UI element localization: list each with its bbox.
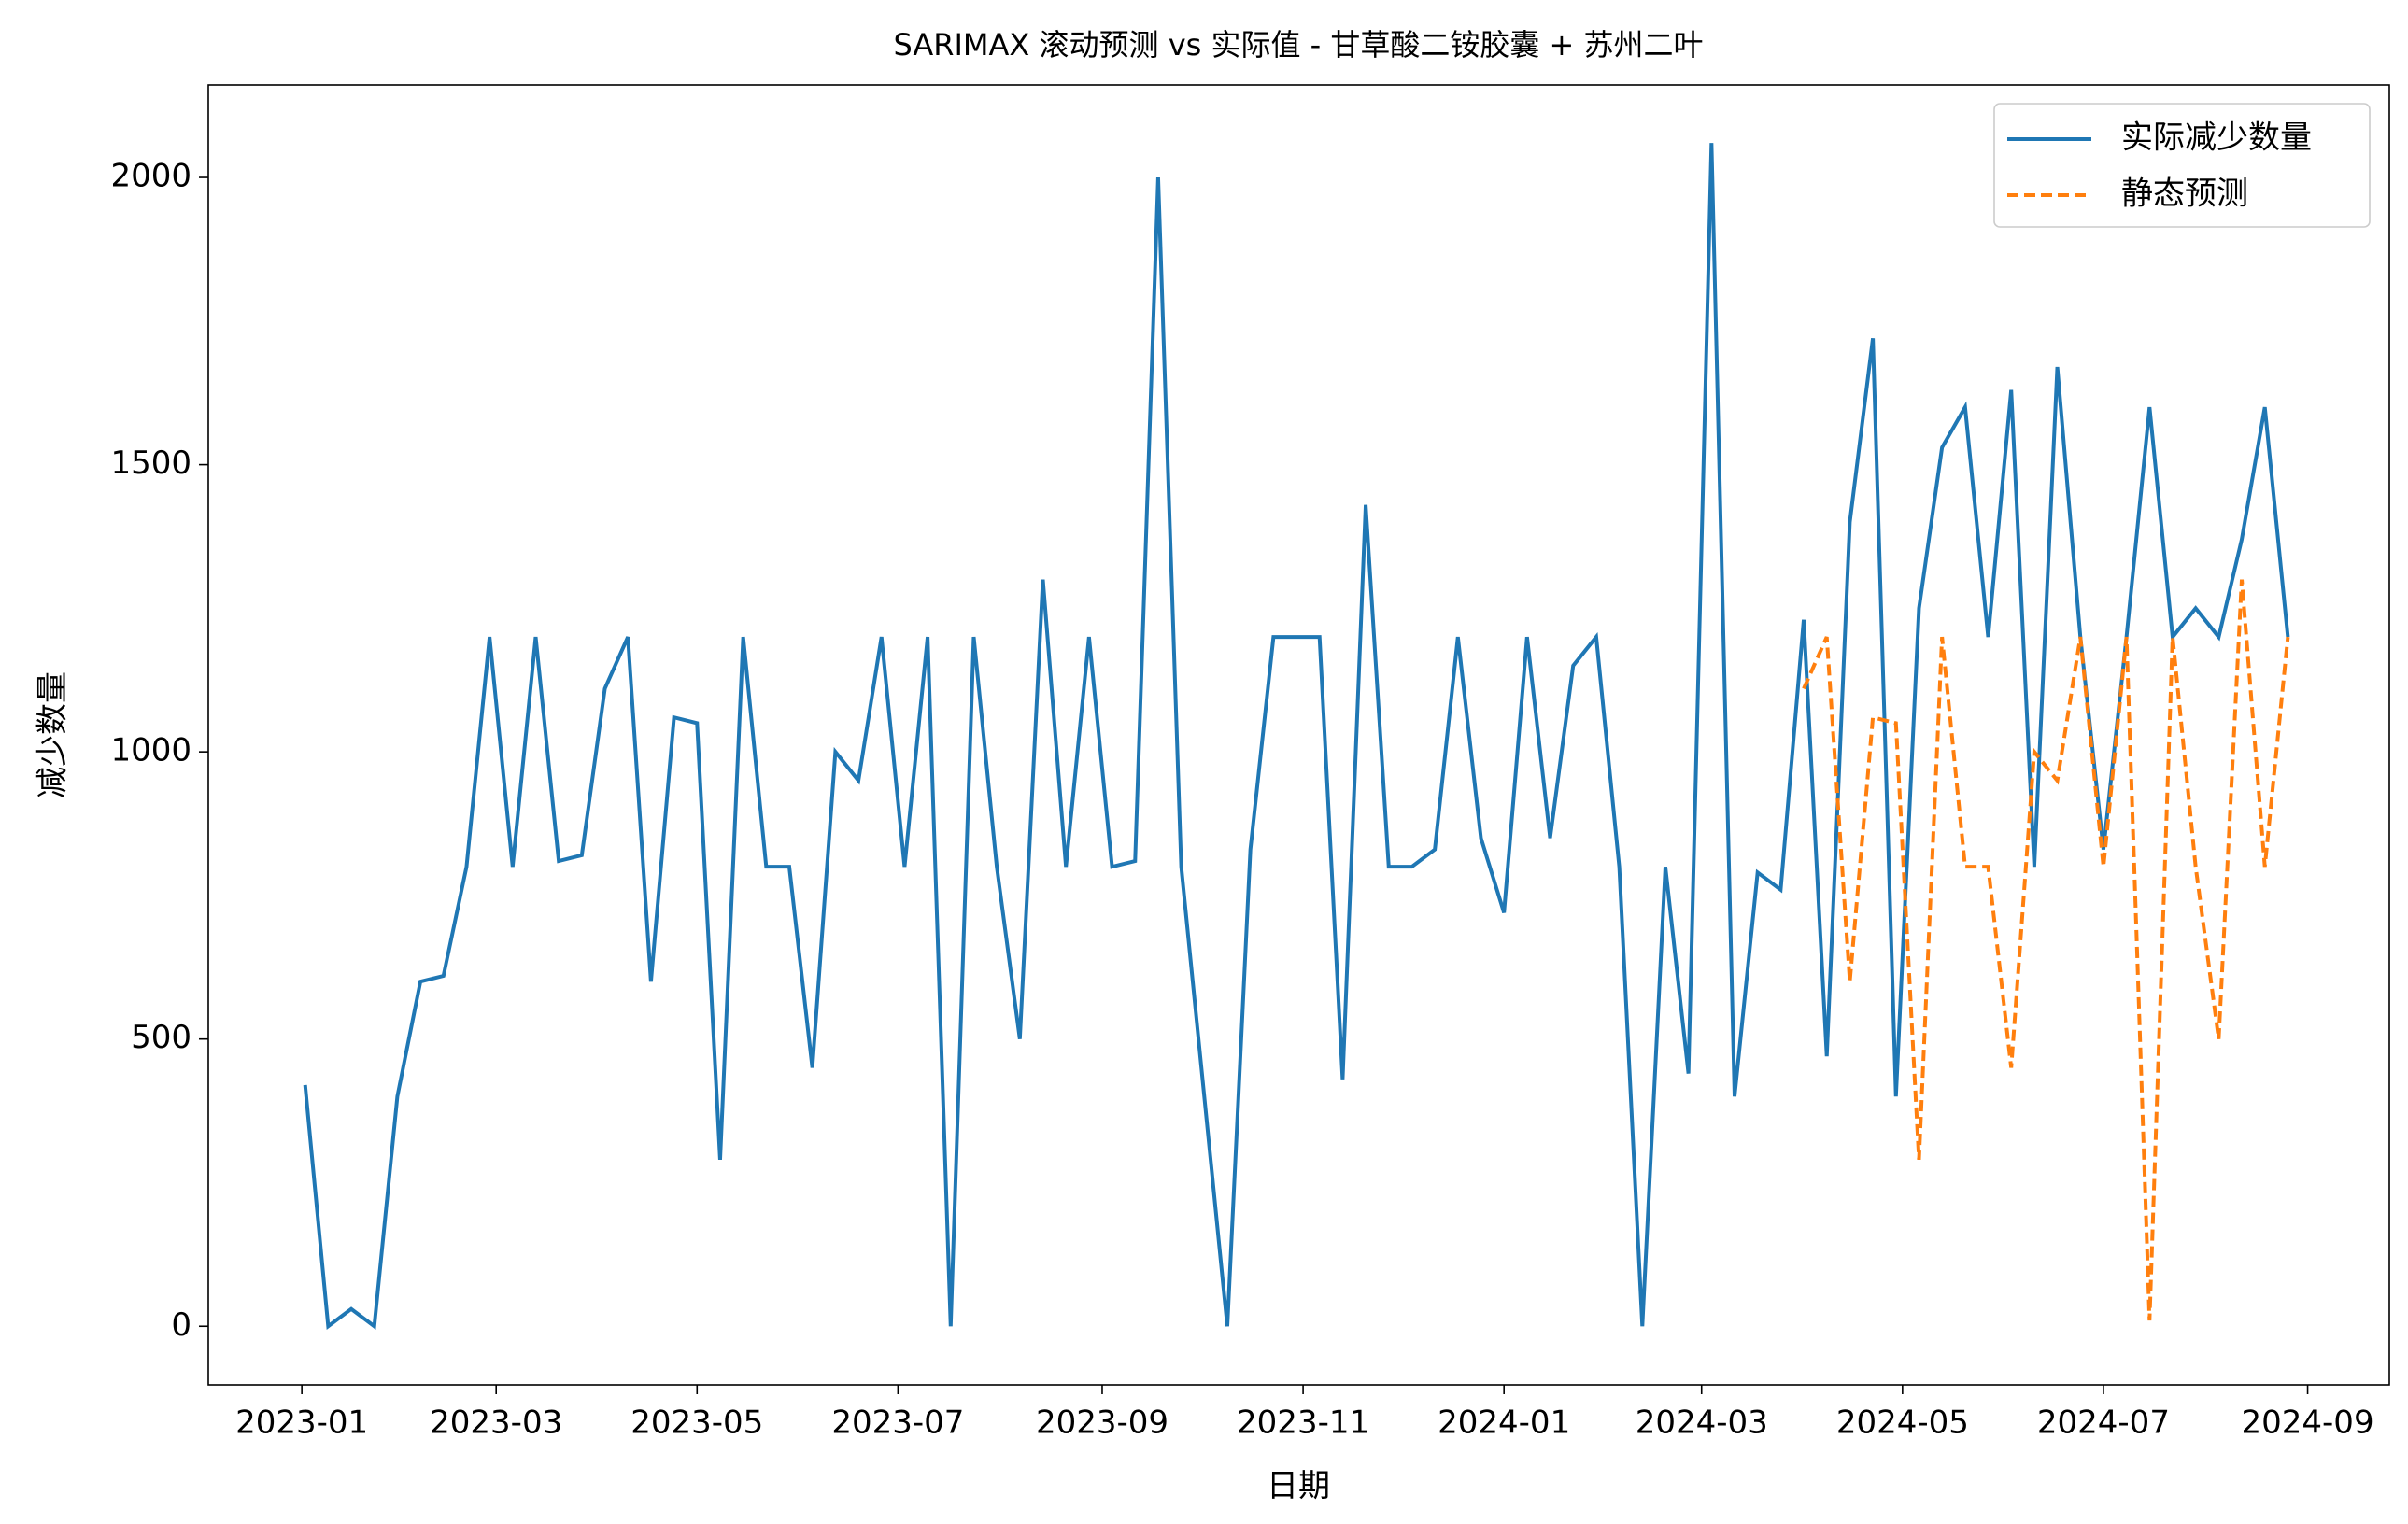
x-tick-label: 2023-05: [630, 1404, 763, 1442]
x-tick-label: 2024-05: [1836, 1404, 1969, 1442]
x-tick-label: 2024-01: [1438, 1404, 1570, 1442]
y-tick-label: 1500: [110, 444, 191, 482]
x-tick-label: 2024-09: [2242, 1404, 2374, 1442]
series-line: [1802, 579, 2290, 1321]
x-tick-label: 2023-01: [235, 1404, 368, 1442]
x-tick-label: 2024-07: [2037, 1404, 2170, 1442]
x-tick-label: 2023-03: [430, 1404, 562, 1442]
y-tick-label: 1000: [110, 732, 191, 769]
legend-label: 实际减少数量: [2121, 120, 2312, 157]
y-tick-label: 500: [131, 1019, 191, 1056]
y-axis-label: 减少数量: [35, 671, 72, 798]
plot-frame: [207, 84, 2390, 1386]
x-axis-label: 日期: [1267, 1468, 1330, 1505]
y-tick-label: 0: [171, 1306, 191, 1344]
x-tick-label: 2023-11: [1237, 1404, 1369, 1442]
legend-box: [1993, 103, 2371, 228]
x-tick-label: 2024-03: [1636, 1404, 1768, 1442]
x-tick-label: 2023-09: [1036, 1404, 1169, 1442]
y-tick-label: 2000: [110, 158, 191, 195]
x-tick-label: 2023-07: [831, 1404, 964, 1442]
chart-title: SARIMAX 滚动预测 vs 实际值 - 甘草酸二铵胶囊 + 苏州二叶: [893, 27, 1703, 63]
legend-label: 静态预测: [2121, 176, 2248, 213]
series-line: [303, 143, 2290, 1330]
